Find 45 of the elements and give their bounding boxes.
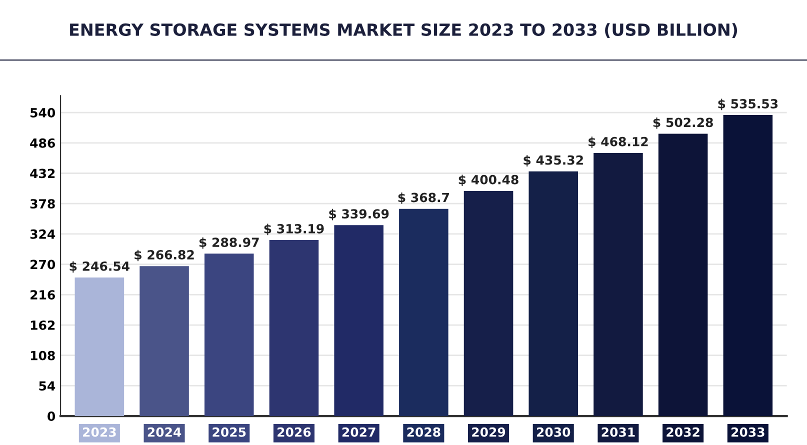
chart-title: ENERGY STORAGE SYSTEMS MARKET SIZE 2023 TO 2033 (USD BILLION) [70, 23, 738, 38]
data-label: $ 246.54 [70, 261, 130, 273]
y-tick-label: 216 [30, 290, 55, 300]
bar [399, 208, 448, 416]
bar [334, 225, 384, 416]
x-tick-label: 2029 [472, 427, 506, 437]
data-label: $ 502.28 [653, 117, 713, 129]
y-tick-label: 0 [48, 412, 56, 421]
y-tick-label: 54 [39, 381, 56, 391]
bar [269, 240, 319, 416]
x-tick-label: 2025 [212, 427, 246, 437]
bar [528, 171, 578, 416]
x-tick-label: 2027 [342, 427, 376, 437]
y-tick-label: 378 [30, 199, 55, 209]
x-tick-label: 2031 [602, 427, 635, 437]
data-label: $ 400.48 [458, 174, 518, 186]
x-tick-label: 2026 [278, 427, 311, 437]
x-tick-label: 2030 [536, 427, 570, 437]
x-tick-label: 2032 [666, 427, 700, 437]
data-label: $ 313.19 [264, 224, 324, 236]
x-tick-label: 2028 [407, 427, 440, 437]
data-label: $ 339.69 [329, 208, 389, 220]
bar [594, 152, 643, 416]
bar [464, 190, 514, 416]
bar [140, 266, 189, 416]
y-tick-label: 540 [30, 108, 56, 118]
x-tick-label: 2033 [732, 427, 764, 437]
y-tick-label: 432 [30, 168, 55, 178]
data-label: $ 368.7 [398, 192, 449, 204]
bar [658, 134, 708, 416]
data-label: $ 468.12 [588, 136, 648, 148]
bar [74, 277, 124, 416]
x-tick-label: 2023 [83, 427, 116, 437]
data-label: $ 288.97 [199, 237, 259, 249]
y-tick-label: 108 [30, 350, 55, 360]
y-tick-label: 486 [30, 138, 55, 148]
data-label: $ 535.53 [718, 98, 778, 110]
y-tick-label: 162 [30, 320, 55, 330]
y-tick-label: 270 [30, 260, 56, 270]
x-tick-label: 2024 [148, 427, 182, 437]
y-tick-label: 324 [30, 229, 56, 239]
bar [723, 115, 773, 416]
data-label: $ 266.82 [134, 250, 194, 262]
data-label: $ 435.32 [524, 155, 583, 166]
bar [204, 254, 254, 416]
